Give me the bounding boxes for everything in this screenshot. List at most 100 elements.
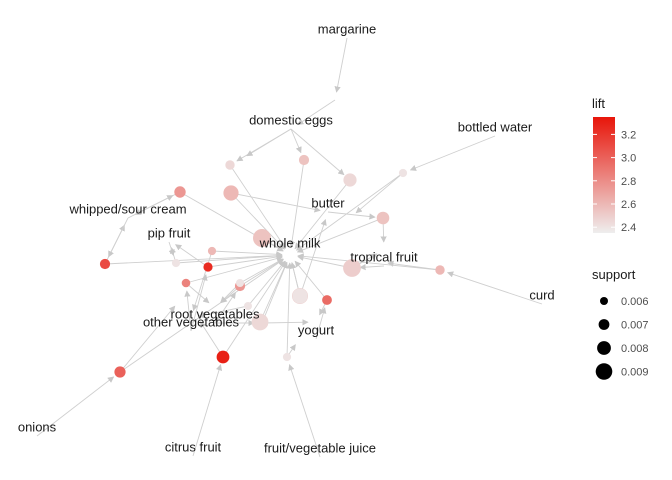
lift-legend: lift 3.2 3.0 2.8 2.6 2.4 bbox=[592, 96, 636, 234]
rule-node-24 bbox=[244, 302, 252, 310]
rule-node-26 bbox=[236, 279, 244, 287]
item-label-curd: curd bbox=[529, 287, 554, 302]
edge-rule-18-whole-milk bbox=[259, 261, 288, 323]
lift-tick-label: 3.2 bbox=[621, 129, 636, 141]
edge-rule-7-target bbox=[185, 282, 210, 304]
lift-tick-label: 2.4 bbox=[621, 222, 636, 234]
edge-rule-9-whole-milk bbox=[175, 252, 283, 264]
item-labels: margarine domestic eggs bottled water whipp… bbox=[18, 21, 555, 455]
item-label-bottled-water: bottled water bbox=[458, 119, 533, 134]
edge-rule-22-whole-milk bbox=[222, 261, 286, 358]
edge-item-rule-7 bbox=[327, 211, 376, 220]
edge-onions bbox=[36, 376, 115, 437]
rule-node-12 bbox=[203, 262, 213, 272]
rule-node-8 bbox=[181, 278, 191, 288]
edge-rule-2-whole-milk bbox=[295, 172, 404, 251]
item-label-butter: butter bbox=[311, 195, 345, 210]
edge-rule-8-whole-milk bbox=[297, 254, 353, 269]
edge-curd bbox=[446, 271, 543, 305]
item-label-root-vegetables: root vegetables bbox=[171, 306, 260, 321]
edge-rule-12-whole-milk bbox=[294, 260, 328, 301]
rule-nodes bbox=[99, 154, 445, 378]
support-legend-dot bbox=[597, 341, 611, 355]
rule-node-4 bbox=[174, 186, 186, 198]
edge-eggs-r1 bbox=[290, 128, 302, 154]
item-label-pip-fruit: pip fruit bbox=[148, 225, 191, 240]
edge-rule-10-whole-milk bbox=[104, 252, 283, 265]
rule-node-25 bbox=[282, 352, 292, 362]
rule-node-14 bbox=[435, 265, 445, 275]
item-label-whole-milk: whole milk bbox=[259, 235, 321, 250]
edge-item-rule-8 bbox=[190, 274, 208, 332]
rule-node-22 bbox=[114, 366, 126, 378]
support-legend-label: 0.007 bbox=[621, 320, 649, 332]
rule-node-21 bbox=[207, 246, 217, 256]
edge-rule-17-whole-milk bbox=[261, 261, 288, 324]
edge-item-rule-4 bbox=[184, 290, 192, 332]
rule-node-1 bbox=[225, 160, 235, 170]
rule-node-19 bbox=[251, 313, 269, 331]
edge-rule-25-whole-milk bbox=[239, 258, 284, 284]
edge-eggs-r5 bbox=[290, 128, 345, 176]
rule-node-6 bbox=[343, 173, 357, 187]
edge-rule-17-target bbox=[261, 319, 309, 326]
edge-rule-4-whole-milk bbox=[230, 192, 285, 250]
rule-node-10 bbox=[171, 258, 181, 268]
edge-item-rule-2 bbox=[168, 241, 175, 257]
rule-node-20 bbox=[292, 288, 308, 304]
edge-rule-11-target bbox=[175, 244, 209, 268]
edge-item-rule-1 bbox=[108, 217, 129, 258]
edge-juice bbox=[288, 363, 321, 458]
edge-margarine bbox=[334, 37, 348, 93]
item-label-other-vegetables: other vegetables bbox=[143, 314, 240, 329]
edge-citrus-fruit bbox=[192, 364, 223, 457]
edge-rule-14-target bbox=[299, 218, 327, 297]
edge-bw-butter bbox=[355, 172, 404, 214]
edge-rule-16-whole-milk bbox=[239, 258, 284, 287]
rule-node-13 bbox=[322, 295, 332, 305]
edges bbox=[36, 37, 543, 458]
edge-rule-11-whole-milk bbox=[207, 253, 283, 268]
support-legend-label: 0.009 bbox=[621, 367, 649, 379]
edge-eggs-left bbox=[246, 128, 292, 157]
edge-item-rule-5 bbox=[315, 307, 327, 340]
rule-node-2 bbox=[298, 154, 310, 166]
rule-node-7 bbox=[376, 211, 390, 225]
edge-rule-4-target bbox=[230, 192, 321, 213]
support-legend-dot bbox=[600, 297, 608, 305]
item-label-whipped-sour-cream: whipped/sour cream bbox=[68, 201, 186, 216]
edge-item-rule-0 bbox=[127, 195, 174, 219]
edge-rule-24-whole-milk bbox=[286, 262, 293, 358]
edge-rule-1-whole-milk bbox=[288, 159, 305, 248]
item-label-onions: onions bbox=[18, 419, 57, 434]
lift-colorbar bbox=[593, 117, 615, 233]
lift-tick-label: 3.0 bbox=[621, 153, 636, 165]
edge-rule-20-whole-milk bbox=[211, 250, 283, 258]
rule-node-11 bbox=[99, 258, 111, 270]
edge-rule-13-whole-milk bbox=[297, 253, 441, 271]
edge-citrus-root bbox=[199, 321, 224, 358]
support-legend: support 0.006 0.007 0.008 0.009 bbox=[592, 267, 649, 380]
rule-node-3 bbox=[398, 168, 408, 178]
edge-rule-23-whole-milk bbox=[247, 260, 286, 307]
support-legend-dot bbox=[595, 363, 613, 380]
edge-rule-5-whole-milk bbox=[294, 179, 351, 250]
support-legend-label: 0.008 bbox=[621, 343, 649, 355]
support-legend-title: support bbox=[592, 267, 636, 282]
edge-margarine-eggs bbox=[297, 99, 336, 125]
edge-rule-0-whole-milk bbox=[229, 164, 286, 249]
item-label-citrus-fruit: citrus fruit bbox=[165, 439, 222, 454]
legend: lift 3.2 3.0 2.8 2.6 2.4 support 0.006 0.007 0… bbox=[592, 96, 649, 380]
edge-onions-veg bbox=[119, 305, 176, 373]
rule-node-23 bbox=[216, 350, 230, 364]
rule-node-16 bbox=[253, 229, 271, 247]
lift-tick-label: 2.6 bbox=[621, 199, 636, 211]
edge-rule-6-whole-milk bbox=[296, 217, 384, 253]
item-label-domestic-eggs: domestic eggs bbox=[249, 112, 333, 127]
item-label-yogurt: yogurt bbox=[298, 322, 335, 337]
item-label-margarine: margarine bbox=[318, 21, 377, 36]
item-label-fruit-vegetable-juice: fruit/vegetable juice bbox=[264, 440, 376, 455]
edge-bottled-water bbox=[409, 135, 496, 171]
lift-legend-title: lift bbox=[592, 96, 605, 111]
